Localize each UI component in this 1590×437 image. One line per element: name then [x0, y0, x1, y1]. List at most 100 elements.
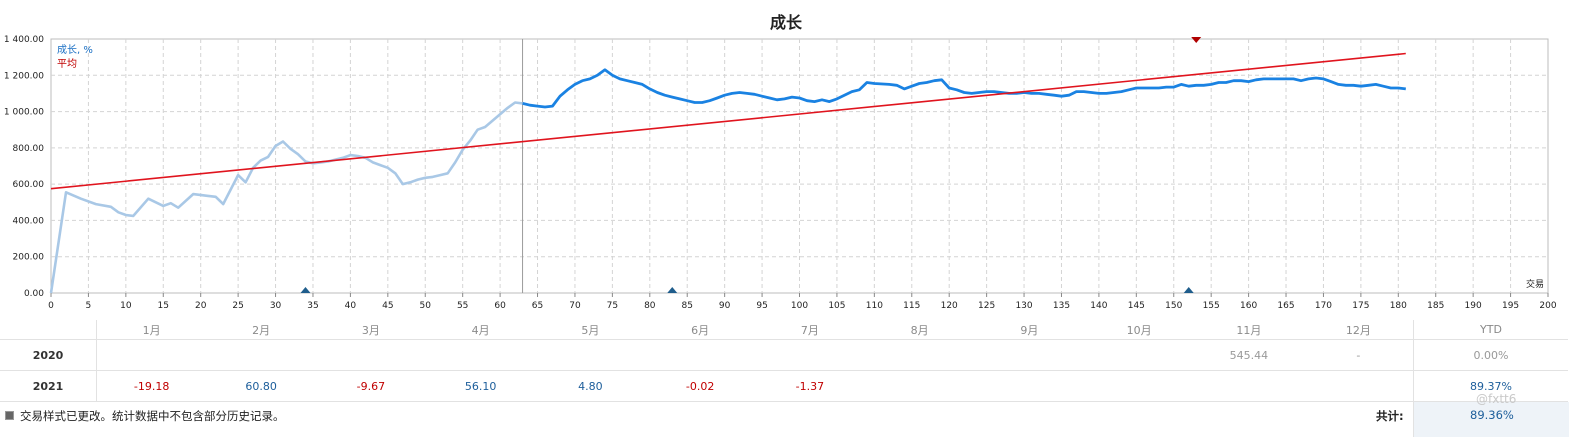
table-header-row: 1月 2月 3月 4月 5月 6月 7月 8月 9月 10月 11月 12月 Y… — [0, 320, 1568, 340]
footer-bar: 交易样式已更改。统计数据中不包含部分历史记录。 共计: 89.36% — [0, 401, 1569, 437]
x-tick-label: 30 — [270, 301, 282, 311]
x-tick-label: 185 — [1427, 301, 1444, 311]
x-tick-label: 115 — [903, 301, 920, 311]
value-cell: 4.80 — [535, 370, 646, 401]
x-tick-label: 130 — [1015, 301, 1032, 311]
deposit-marker-icon — [1183, 287, 1194, 293]
value-cell — [1194, 370, 1304, 401]
year-cell: 2020 — [0, 339, 97, 371]
value-cell: 545.44 — [1194, 339, 1304, 371]
withdrawal-marker-icon — [1191, 37, 1202, 43]
table-row: 2020 545.44 - 0.00% — [0, 339, 1568, 371]
x-tick-label: 100 — [791, 301, 808, 311]
value-cell — [425, 339, 536, 371]
x-tick-label: 85 — [681, 301, 692, 311]
x-tick-label: 150 — [1165, 301, 1182, 311]
month-header: 5月 — [581, 323, 600, 337]
x-tick-label: 165 — [1277, 301, 1294, 311]
month-header: 2月 — [252, 323, 271, 337]
x-tick-label: 90 — [719, 301, 731, 311]
y-tick-label: 1 200.00 — [4, 71, 44, 81]
x-tick-label: 140 — [1090, 301, 1107, 311]
y-tick-label: 800.00 — [13, 144, 45, 154]
x-axis-label: 交易 — [1526, 278, 1544, 290]
y-tick-label: 1 400.00 — [4, 35, 44, 45]
x-tick-label: 5 — [86, 301, 92, 311]
x-tick-label: 145 — [1128, 301, 1145, 311]
x-tick-label: 40 — [345, 301, 357, 311]
value-cell — [316, 339, 426, 371]
value-cell — [1084, 339, 1194, 371]
legend-average: 平均 — [57, 58, 77, 70]
value-cell — [535, 339, 646, 371]
year-cell: 2021 — [0, 370, 97, 401]
ytd-cell: 89.37% — [1413, 370, 1568, 401]
value-cell — [864, 339, 975, 371]
value-cell: 60.80 — [206, 370, 316, 401]
x-tick-label: 60 — [494, 301, 506, 311]
monthly-returns-table: 1月 2月 3月 4月 5月 6月 7月 8月 9月 10月 11月 12月 Y… — [0, 320, 1568, 401]
x-tick-label: 155 — [1203, 301, 1220, 311]
month-header: 4月 — [471, 323, 490, 337]
total-value: 89.36% — [1470, 408, 1514, 422]
x-tick-label: 25 — [232, 301, 243, 311]
table-row: 2021 -19.18 60.80 -9.67 56.10 4.80 -0.02… — [0, 370, 1568, 401]
month-header: 8月 — [910, 323, 929, 337]
x-tick-label: 35 — [307, 301, 318, 311]
x-tick-label: 190 — [1465, 301, 1482, 311]
x-tick-label: 0 — [48, 301, 54, 311]
month-header: 7月 — [800, 323, 819, 337]
history-notice: 交易样式已更改。统计数据中不包含部分历史记录。 — [20, 409, 285, 423]
watermark: @fxtt6 — [1476, 392, 1517, 406]
header-year-cell — [0, 320, 97, 340]
legend-growth: 成长, % — [57, 44, 93, 56]
chart-title: 成长 — [770, 13, 803, 32]
x-tick-label: 120 — [941, 301, 958, 311]
month-header: 3月 — [361, 323, 380, 337]
ytd-cell: 0.00% — [1413, 339, 1568, 371]
x-tick-label: 20 — [195, 301, 207, 311]
month-header: 9月 — [1020, 323, 1039, 337]
x-tick-label: 15 — [158, 301, 169, 311]
value-cell: -1.37 — [755, 370, 865, 401]
x-tick-label: 50 — [420, 301, 432, 311]
value-cell — [206, 339, 316, 371]
x-tick-label: 80 — [644, 301, 656, 311]
x-tick-label: 125 — [978, 301, 995, 311]
month-header: 10月 — [1126, 323, 1152, 337]
x-tick-label: 65 — [532, 301, 543, 311]
value-cell — [974, 370, 1085, 401]
total-label: 共计: — [1376, 409, 1404, 423]
y-tick-label: 600.00 — [13, 180, 45, 190]
value-cell — [1084, 370, 1194, 401]
x-tick-label: 105 — [828, 301, 845, 311]
month-header: 6月 — [691, 323, 710, 337]
month-header: 1月 — [142, 323, 161, 337]
value-cell — [96, 339, 207, 371]
value-cell — [645, 339, 755, 371]
value-cell: -0.02 — [645, 370, 755, 401]
month-header: 12月 — [1345, 323, 1371, 337]
deposit-marker-icon — [667, 287, 678, 293]
x-tick-label: 75 — [607, 301, 618, 311]
x-tick-label: 180 — [1390, 301, 1407, 311]
x-tick-label: 195 — [1502, 301, 1519, 311]
x-tick-label: 10 — [120, 301, 132, 311]
deposit-marker-icon — [300, 287, 311, 293]
x-tick-label: 110 — [866, 301, 883, 311]
x-tick-label: 95 — [756, 301, 767, 311]
x-tick-label: 135 — [1053, 301, 1070, 311]
average-line — [50, 52, 1406, 190]
value-cell — [864, 370, 975, 401]
value-cell: -9.67 — [316, 370, 426, 401]
value-cell: 56.10 — [425, 370, 536, 401]
total-cell: 89.36% — [1413, 402, 1569, 437]
value-cell — [755, 339, 865, 371]
x-tick-label: 175 — [1352, 301, 1369, 311]
x-tick-label: 70 — [569, 301, 581, 311]
x-tick-label: 200 — [1539, 301, 1556, 311]
growth-chart: 成长 0.00 200.00 400.00 600.00 800.00 1 000.00 1… — [4, 13, 1557, 311]
growth-line — [522, 68, 1406, 109]
y-tick-label: 0.00 — [24, 289, 44, 299]
month-header: 11月 — [1236, 323, 1262, 337]
